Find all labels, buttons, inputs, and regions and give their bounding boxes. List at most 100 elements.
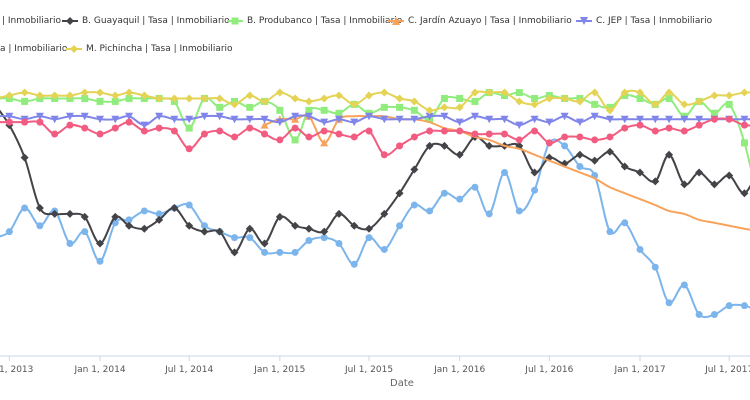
data-point[interactable] (96, 97, 104, 105)
data-point[interactable] (216, 103, 224, 111)
data-point[interactable] (620, 162, 629, 171)
data-point[interactable] (36, 118, 44, 126)
data-point[interactable] (216, 127, 224, 135)
data-point[interactable] (335, 130, 343, 138)
data-point[interactable] (20, 153, 29, 162)
data-point[interactable] (200, 112, 209, 121)
data-point[interactable] (276, 136, 284, 144)
data-point[interactable] (530, 115, 539, 124)
data-point[interactable] (380, 151, 388, 159)
legend-item-c-jardin-azuayo[interactable]: C. Jardín Azuayo | Tasa | Inmobiliario (388, 16, 572, 26)
data-point[interactable] (501, 168, 509, 176)
data-point[interactable] (455, 118, 464, 127)
data-point[interactable] (455, 103, 464, 112)
data-point[interactable] (591, 100, 599, 108)
data-point[interactable] (320, 138, 329, 147)
data-point[interactable] (500, 88, 509, 97)
data-point[interactable] (636, 168, 644, 177)
data-point[interactable] (695, 168, 704, 177)
data-point[interactable] (425, 106, 434, 115)
data-point[interactable] (636, 245, 644, 253)
data-point[interactable] (680, 100, 689, 109)
data-point[interactable] (155, 210, 163, 218)
data-point[interactable] (275, 212, 284, 221)
data-point[interactable] (125, 118, 133, 126)
data-point[interactable] (651, 263, 659, 271)
data-point[interactable] (125, 221, 134, 230)
data-point[interactable] (334, 209, 343, 218)
data-point[interactable] (5, 118, 13, 126)
data-point[interactable] (470, 112, 479, 121)
data-point[interactable] (170, 204, 179, 212)
data-point[interactable] (261, 248, 269, 256)
data-point[interactable] (5, 112, 14, 121)
data-point[interactable] (246, 103, 254, 111)
data-point[interactable] (380, 115, 389, 124)
data-point[interactable] (125, 94, 133, 102)
data-point[interactable] (96, 130, 104, 138)
data-point[interactable] (245, 91, 254, 100)
data-point[interactable] (140, 127, 148, 135)
data-point[interactable] (530, 168, 539, 177)
data-point[interactable] (440, 112, 449, 121)
data-point[interactable] (111, 219, 119, 227)
data-point[interactable] (590, 156, 599, 165)
data-point[interactable] (350, 133, 358, 141)
data-point[interactable] (410, 165, 419, 174)
data-point[interactable] (605, 106, 614, 115)
data-point[interactable] (380, 103, 388, 111)
data-point[interactable] (636, 94, 644, 102)
data-point[interactable] (276, 106, 284, 114)
data-point[interactable] (320, 227, 329, 236)
data-point[interactable] (605, 115, 614, 124)
data-point[interactable] (260, 239, 269, 248)
data-point[interactable] (276, 248, 284, 256)
data-point[interactable] (665, 150, 674, 159)
data-point[interactable] (636, 115, 644, 124)
data-point[interactable] (710, 115, 718, 123)
data-point[interactable] (425, 141, 434, 150)
data-point[interactable] (335, 109, 343, 117)
data-point[interactable] (200, 227, 209, 236)
data-point[interactable] (5, 228, 13, 236)
data-point[interactable] (155, 124, 163, 132)
data-point[interactable] (651, 100, 660, 109)
data-point[interactable] (365, 224, 374, 233)
data-point[interactable] (396, 103, 404, 111)
data-point[interactable] (410, 115, 419, 124)
legend-item-c-jep[interactable]: C. JEP | Tasa | Inmobiliario (576, 16, 712, 26)
data-point[interactable] (396, 222, 404, 230)
data-point[interactable] (111, 97, 119, 105)
data-point[interactable] (304, 224, 313, 233)
data-point[interactable] (304, 97, 313, 106)
data-point[interactable] (230, 100, 239, 109)
data-point[interactable] (185, 94, 194, 103)
data-point[interactable] (320, 106, 328, 114)
data-point[interactable] (96, 257, 104, 265)
data-point[interactable] (485, 88, 494, 97)
legend-item-m-pichincha[interactable]: M. Pichincha | Tasa | Inmobiliario (66, 44, 233, 54)
data-point[interactable] (365, 234, 373, 242)
data-point[interactable] (740, 189, 749, 198)
data-point[interactable] (36, 222, 44, 230)
data-point[interactable] (334, 115, 343, 124)
data-point[interactable] (740, 88, 749, 97)
data-point[interactable] (350, 260, 358, 268)
data-point[interactable] (591, 136, 599, 144)
data-point[interactable] (515, 121, 524, 130)
data-point[interactable] (140, 121, 149, 130)
data-point[interactable] (65, 91, 74, 100)
data-point[interactable] (96, 115, 104, 124)
data-point[interactable] (125, 112, 134, 121)
data-point[interactable] (695, 97, 704, 106)
data-point[interactable] (515, 89, 523, 97)
data-point[interactable] (665, 94, 673, 102)
data-point[interactable] (291, 136, 299, 144)
data-point[interactable] (576, 133, 584, 141)
data-point[interactable] (291, 124, 299, 132)
data-point[interactable] (410, 133, 418, 141)
data-point[interactable] (365, 127, 373, 135)
data-point[interactable] (606, 228, 614, 236)
data-point[interactable] (621, 124, 629, 132)
data-point[interactable] (725, 171, 734, 180)
